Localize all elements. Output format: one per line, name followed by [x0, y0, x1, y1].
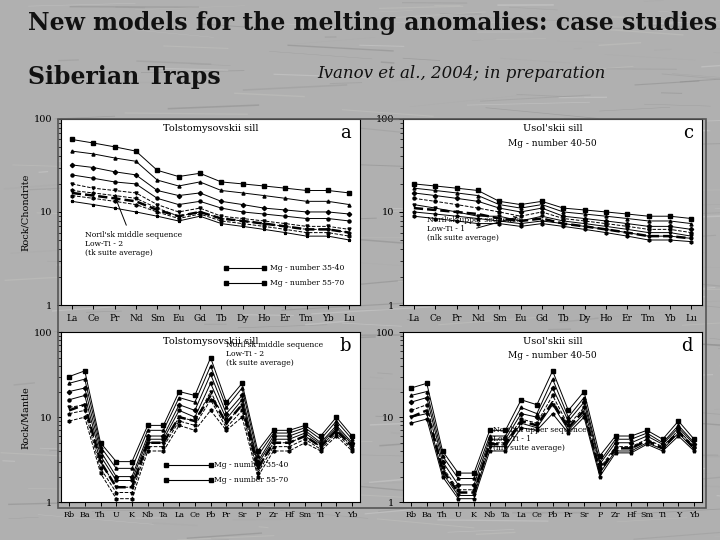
Text: Mg - number 40-50: Mg - number 40-50	[508, 139, 597, 148]
Text: d: d	[682, 337, 693, 355]
Text: Mg - number 35-40: Mg - number 35-40	[214, 461, 288, 469]
Y-axis label: Rock/Mantle: Rock/Mantle	[20, 386, 30, 449]
Text: Tolstomysovskii sill: Tolstomysovskii sill	[163, 124, 258, 133]
Text: Noril'sk middle sequence
Low-Ti - 2
(tk suite average): Noril'sk middle sequence Low-Ti - 2 (tk …	[225, 341, 323, 367]
Text: Tolstomysovskii sill: Tolstomysovskii sill	[163, 337, 258, 346]
Text: Siberian Traps: Siberian Traps	[28, 65, 221, 89]
Text: a: a	[341, 124, 351, 143]
Text: Mg - number 55-70: Mg - number 55-70	[271, 279, 345, 287]
Text: c: c	[683, 124, 693, 143]
Text: Usol'skii sill: Usol'skii sill	[523, 124, 582, 133]
Text: b: b	[340, 337, 351, 355]
Text: Mg - number 40-50: Mg - number 40-50	[508, 351, 597, 360]
Text: Noril'sk upper sequence
Low-Ti - 1
(nlk suite average): Noril'sk upper sequence Low-Ti - 1 (nlk …	[427, 215, 521, 242]
Text: New models for the melting anomalies: case studies: New models for the melting anomalies: ca…	[28, 10, 718, 35]
Text: Ivanov et al., 2004; in preparation: Ivanov et al., 2004; in preparation	[318, 65, 606, 82]
Text: Noril'sk upper sequence
Low-Ti - 1
(nlk suite average): Noril'sk upper sequence Low-Ti - 1 (nlk …	[493, 426, 587, 452]
Text: Noril'sk middle sequence
Low-Ti - 2
(tk suite average): Noril'sk middle sequence Low-Ti - 2 (tk …	[85, 199, 182, 257]
Text: Mg - number 55-70: Mg - number 55-70	[214, 476, 288, 484]
Y-axis label: Rock/Chondrite: Rock/Chondrite	[20, 173, 30, 251]
Text: Usol'skii sill: Usol'skii sill	[523, 337, 582, 346]
Text: Mg - number 35-40: Mg - number 35-40	[271, 264, 345, 272]
